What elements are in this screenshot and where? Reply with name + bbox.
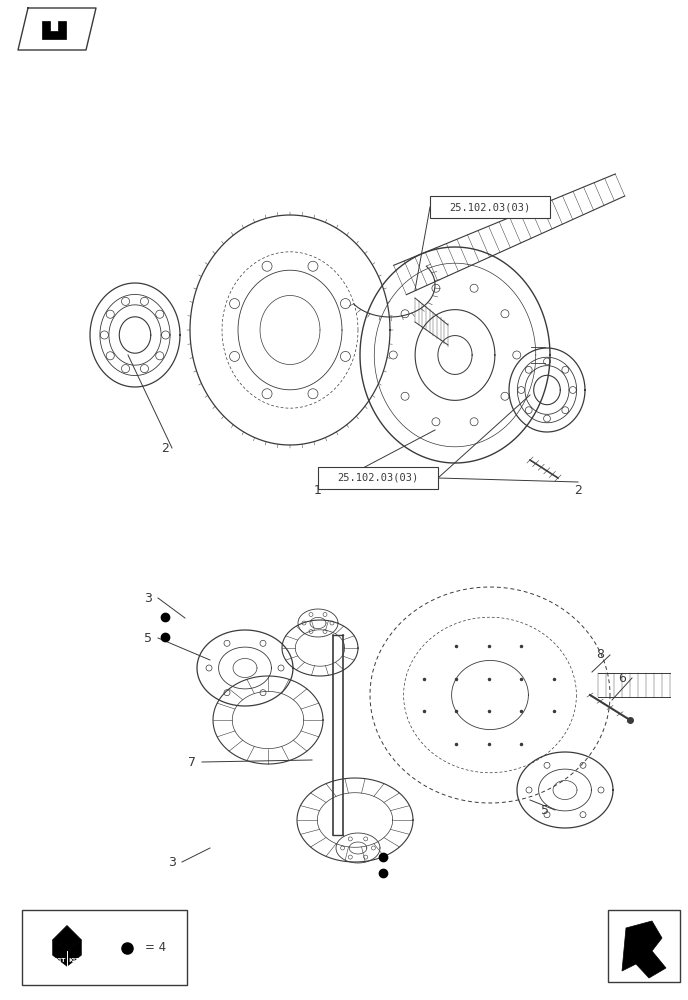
Text: 7: 7 <box>188 756 196 768</box>
Text: 2: 2 <box>161 442 169 454</box>
Text: 2: 2 <box>574 484 582 496</box>
Bar <box>318 467 438 489</box>
Text: 3: 3 <box>168 856 176 868</box>
Bar <box>430 196 550 218</box>
Text: = 4: = 4 <box>145 941 166 954</box>
Text: 5: 5 <box>144 632 152 645</box>
Polygon shape <box>622 921 666 978</box>
Bar <box>22 910 187 985</box>
Text: 25.102.03(03): 25.102.03(03) <box>449 202 530 212</box>
Polygon shape <box>42 21 66 39</box>
Text: 5: 5 <box>541 804 549 816</box>
Text: 1: 1 <box>314 484 322 496</box>
Text: KIT: KIT <box>54 958 65 963</box>
Bar <box>608 910 680 982</box>
Text: 3: 3 <box>144 591 152 604</box>
Text: 6: 6 <box>618 672 626 684</box>
Polygon shape <box>67 940 81 966</box>
Text: 8: 8 <box>596 648 604 662</box>
Text: KIT: KIT <box>69 958 80 963</box>
Polygon shape <box>53 940 67 966</box>
Text: 25.102.03(03): 25.102.03(03) <box>337 473 418 483</box>
Polygon shape <box>53 926 81 951</box>
